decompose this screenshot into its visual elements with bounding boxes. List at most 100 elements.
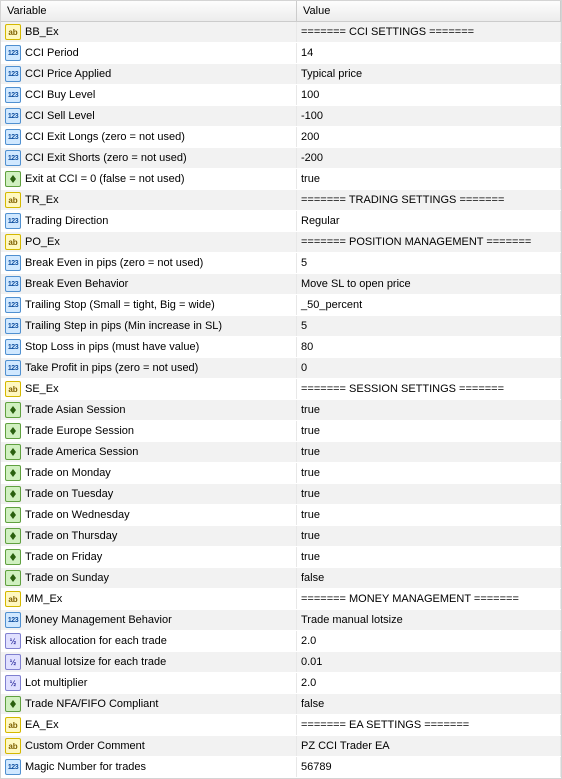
table-row[interactable]: 123CCI Period14 [1,43,561,64]
table-row[interactable]: abMM_Ex======= MONEY MANAGEMENT ======= [1,589,561,610]
value-cell[interactable]: 56789 [297,757,561,777]
table-row[interactable]: ½Lot multiplier 2.0 [1,673,561,694]
value-cell[interactable]: ======= TRADING SETTINGS ======= [297,190,561,210]
table-row[interactable]: 123Break Even in pips (zero = not used)5 [1,253,561,274]
value-cell[interactable]: ======= EA SETTINGS ======= [297,715,561,735]
column-header-value[interactable]: Value [297,1,561,21]
variable-name: CCI Exit Shorts (zero = not used) [25,152,187,164]
value-cell[interactable]: Typical price [297,64,561,84]
table-row[interactable]: 123 Trading Direction Regular [1,211,561,232]
value-cell[interactable]: true [297,169,561,189]
table-row[interactable]: Trade Europe Session true [1,421,561,442]
value-cell[interactable]: _50_percent [297,295,561,315]
table-row[interactable]: 123Trailing Stop (Small = tight, Big = w… [1,295,561,316]
value-cell[interactable]: 0.01 [297,652,561,672]
value-cell[interactable]: 5 [297,316,561,336]
variable-name: Trading Direction [25,215,108,227]
value-cell[interactable]: 100 [297,85,561,105]
table-row[interactable]: abCustom Order CommentPZ CCI Trader EA [1,736,561,757]
value-cell[interactable]: PZ CCI Trader EA [297,736,561,756]
variable-name: Break Even Behavior [25,278,128,290]
value-text: ======= SESSION SETTINGS ======= [301,383,504,395]
variable-name: Trailing Step in pips (Min increase in S… [25,320,222,332]
table-row[interactable]: Trade on Mondaytrue [1,463,561,484]
value-cell[interactable]: true [297,526,561,546]
value-cell[interactable]: ======= POSITION MANAGEMENT ======= [297,232,561,252]
value-cell[interactable]: false [297,568,561,588]
value-cell[interactable]: -100 [297,106,561,126]
table-row[interactable]: Trade NFA/FIFO Compliantfalse [1,694,561,715]
boolean-type-icon [5,444,21,460]
table-row[interactable]: Trade Asian Session true [1,400,561,421]
value-cell[interactable]: true [297,547,561,567]
table-row[interactable]: 123 Break Even Behavior Move SL to open pr… [1,274,561,295]
variable-cell: 123CCI Price Applied [1,64,297,84]
value-text: ======= EA SETTINGS ======= [301,719,469,731]
value-cell[interactable]: Regular [297,211,561,231]
table-row[interactable]: Trade America Sessiontrue [1,442,561,463]
variable-cell: ½Manual lotsize for each trade [1,652,297,672]
variable-cell: Trade on Friday [1,547,297,567]
table-row[interactable]: 123CCI Exit Shorts (zero = not used)-200 [1,148,561,169]
table-row[interactable]: ½Risk allocation for each trade2.0 [1,631,561,652]
table-row[interactable]: Trade on Sundayfalse [1,568,561,589]
value-cell[interactable]: 80 [297,337,561,357]
variable-cell: Trade on Sunday [1,568,297,588]
value-cell[interactable]: ======= MONEY MANAGEMENT ======= [297,589,561,609]
table-row[interactable]: 123Trailing Step in pips (Min increase i… [1,316,561,337]
integer-type-icon: 123 [5,276,21,292]
value-cell[interactable]: 2.0 [297,631,561,651]
value-cell[interactable]: true [297,463,561,483]
variable-name: Trade on Wednesday [25,509,130,521]
table-row[interactable]: Trade on Fridaytrue [1,547,561,568]
boolean-type-icon [5,549,21,565]
value-text: 2.0 [301,677,316,689]
variable-cell: abEA_Ex [1,715,297,735]
value-cell[interactable]: true [297,505,561,525]
table-row[interactable]: ½Manual lotsize for each trade0.01 [1,652,561,673]
value-cell[interactable]: Trade manual lotsize [297,610,561,630]
value-cell[interactable]: true [297,400,561,420]
table-row[interactable]: 123Take Profit in pips (zero = not used)… [1,358,561,379]
table-row[interactable]: Exit at CCI = 0 (false = not used) true [1,169,561,190]
variable-cell: 123CCI Period [1,43,297,63]
value-cell[interactable]: 5 [297,253,561,273]
value-text: ======= TRADING SETTINGS ======= [301,194,504,206]
column-header-variable[interactable]: Variable [1,1,297,21]
table-row[interactable]: Trade on Thursdaytrue [1,526,561,547]
value-cell[interactable]: -200 [297,148,561,168]
table-row[interactable]: abSE_Ex======= SESSION SETTINGS ======= [1,379,561,400]
table-row[interactable]: 123CCI Sell Level-100 [1,106,561,127]
table-row[interactable]: 123Money Management BehaviorTrade manual… [1,610,561,631]
table-row[interactable]: Trade on Wednesday true [1,505,561,526]
table-row[interactable]: abPO_Ex======= POSITION MANAGEMENT =====… [1,232,561,253]
variable-name: Trade Europe Session [25,425,134,437]
variable-cell: ½Lot multiplier [1,673,297,693]
integer-type-icon: 123 [5,255,21,271]
table-row[interactable]: 123CCI Exit Longs (zero = not used)200 [1,127,561,148]
value-cell[interactable]: 14 [297,43,561,63]
table-row[interactable]: 123Stop Loss in pips (must have value)80 [1,337,561,358]
table-row[interactable]: abBB_Ex======= CCI SETTINGS ======= [1,22,561,43]
variable-name: Exit at CCI = 0 (false = not used) [25,173,185,185]
value-cell[interactable]: 0 [297,358,561,378]
table-row[interactable]: 123CCI Buy Level100 [1,85,561,106]
value-text: 80 [301,341,313,353]
table-row[interactable]: Trade on Tuesdaytrue [1,484,561,505]
table-row[interactable]: abTR_Ex======= TRADING SETTINGS ======= [1,190,561,211]
integer-type-icon: 123 [5,213,21,229]
value-cell[interactable]: true [297,484,561,504]
value-cell[interactable]: ======= SESSION SETTINGS ======= [297,379,561,399]
value-cell[interactable]: true [297,421,561,441]
value-cell[interactable]: false [297,694,561,714]
variable-name: Trade Asian Session [25,404,125,416]
value-cell[interactable]: ======= CCI SETTINGS ======= [297,22,561,42]
variable-name: SE_Ex [25,383,59,395]
table-row[interactable]: 123Magic Number for trades56789 [1,757,561,778]
table-row[interactable]: abEA_Ex ======= EA SETTINGS ======= [1,715,561,736]
value-cell[interactable]: Move SL to open price [297,274,561,294]
value-cell[interactable]: true [297,442,561,462]
value-cell[interactable]: 2.0 [297,673,561,693]
table-row[interactable]: 123CCI Price AppliedTypical price [1,64,561,85]
value-cell[interactable]: 200 [297,127,561,147]
